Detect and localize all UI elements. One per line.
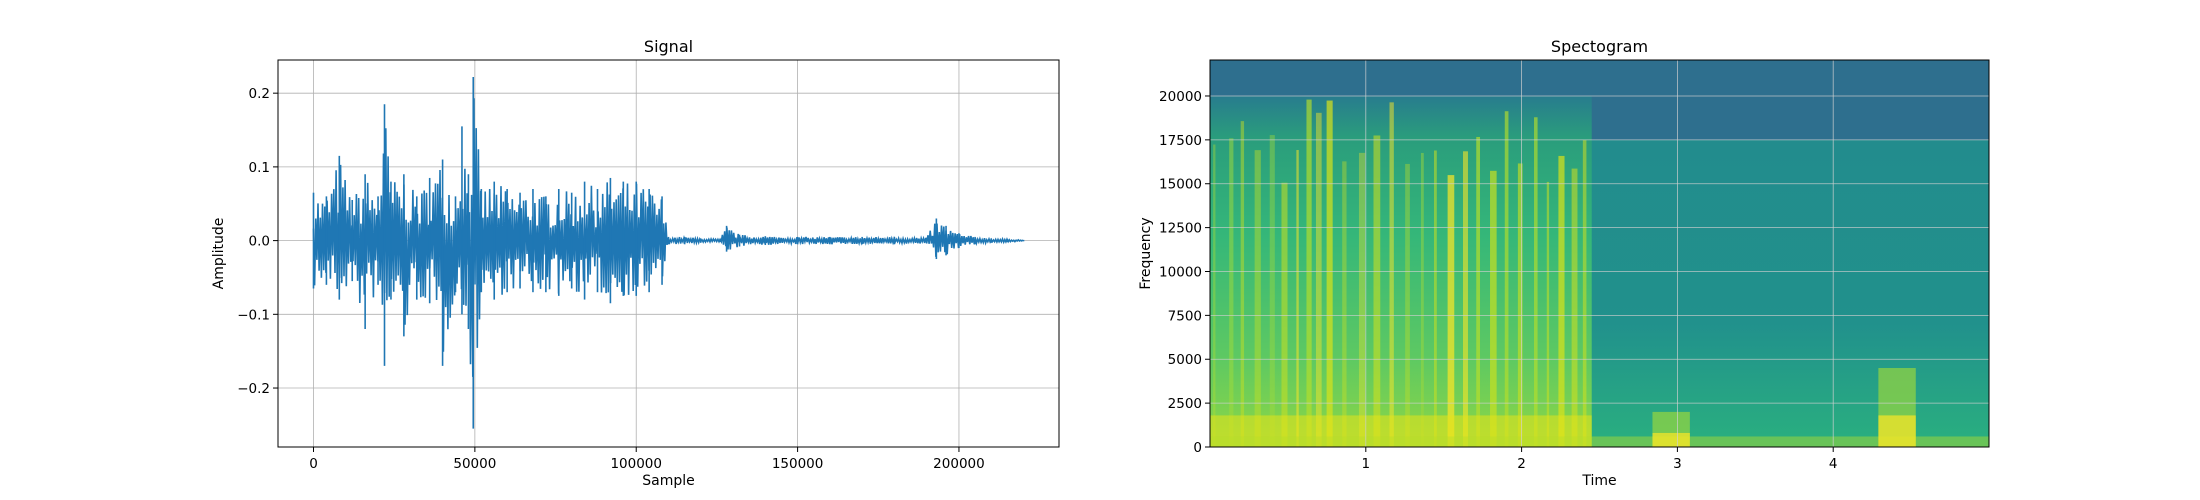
spectrogram-ytick-label: 7500 — [1168, 308, 1202, 324]
spectrogram-ylabel: Frequency — [1138, 217, 1154, 289]
spectrogram-ytick-label: 10000 — [1159, 264, 1202, 280]
spectrogram-event-core — [1878, 415, 1916, 447]
spectrogram-ticks: 1 2 3 4 0 2500 5000 7500 10000 12500 15000 17500 200… — [1159, 89, 1837, 472]
spectrogram-streak — [1306, 99, 1312, 447]
spectrogram-ytick-label: 5000 — [1168, 352, 1202, 368]
signal-ytick-label: 0.0 — [249, 234, 270, 250]
signal-plot-frame — [277, 59, 1060, 448]
spectrogram-ytick-label: 12500 — [1159, 221, 1202, 237]
signal-chart-title: Signal — [644, 37, 693, 56]
signal-ytick-label: −0.1 — [237, 307, 270, 323]
spectrogram-streak — [1490, 170, 1497, 447]
signal-xtick-label: 50000 — [453, 456, 496, 472]
signal-xtick-label: 200000 — [933, 456, 985, 472]
spectrogram-streak — [1269, 135, 1275, 447]
signal-ylabel: Amplitude — [211, 218, 227, 290]
spectrogram-streak — [1420, 152, 1424, 447]
spectrogram-heatmap — [1210, 60, 1989, 447]
spectrogram-streak — [1213, 144, 1216, 447]
signal-ytick-label: 0.2 — [249, 86, 270, 102]
signal-ticks: 0 50000 100000 150000 200000 −0.2 −0.1 0.0 0.1 0.… — [237, 86, 985, 472]
spectrogram-streak — [1476, 136, 1481, 447]
spectrogram-streak — [1254, 150, 1261, 447]
signal-xtick-label: 0 — [309, 456, 318, 472]
spectrogram-streak — [1389, 102, 1394, 447]
spectrogram-xtick-label: 1 — [1362, 456, 1371, 472]
spectrogram-streak — [1315, 112, 1322, 447]
spectrogram-streak — [1405, 163, 1410, 447]
spectrogram-streak — [1571, 168, 1578, 447]
signal-xtick-label: 100000 — [610, 456, 662, 472]
spectrogram-event-core — [1652, 432, 1690, 447]
signal-series — [312, 76, 1025, 429]
signal-grid — [278, 60, 1059, 447]
spectrogram-floor-band — [1210, 436, 1989, 447]
signal-chart: Signal 0 50000 100000 150000 200000−0.2−0.10… — [211, 37, 1060, 489]
spectrogram-ytick-label: 0 — [1193, 440, 1202, 456]
spectrogram-streak — [1240, 121, 1245, 447]
spectrogram-xlabel: Time — [1581, 473, 1616, 489]
signal-xtick-label: 150000 — [772, 456, 824, 472]
spectrogram-streak — [1229, 138, 1234, 447]
spectrogram-plot-frame — [1209, 59, 1990, 448]
signal-ytick-label: 0.1 — [249, 160, 270, 176]
spectrogram-streak — [1462, 151, 1468, 447]
spectrogram-streak — [1326, 100, 1333, 447]
spectrogram-streak — [1546, 181, 1550, 447]
signal-ytick-label: −0.2 — [237, 381, 270, 397]
spectrogram-chart-title: Spectogram — [1551, 37, 1648, 56]
spectrogram-streak — [1358, 152, 1366, 447]
spectrogram-streak — [1342, 161, 1347, 447]
spectrogram-streak — [1558, 155, 1565, 447]
spectrogram-ytick-label: 15000 — [1159, 177, 1202, 193]
spectrogram-streak — [1281, 182, 1288, 447]
spectrogram-ytick-label: 17500 — [1159, 133, 1202, 149]
signal-xlabel: Sample — [642, 473, 695, 489]
spectrogram-low-band — [1210, 415, 1592, 447]
spectrogram-streak — [1296, 150, 1299, 447]
spectrogram-xtick-label: 3 — [1673, 456, 1682, 472]
spectrogram-ytick-label: 20000 — [1159, 89, 1202, 105]
spectrogram-streak — [1373, 135, 1381, 447]
spectrogram-xtick-label: 4 — [1829, 456, 1838, 472]
spectrogram-xtick-label: 2 — [1517, 456, 1526, 472]
spectrogram-chart: Spectogram 1 2 3 4 0 2500 5000 7500 10000 12500 15… — [1138, 37, 1990, 489]
spectrogram-streak — [1504, 111, 1509, 447]
spectrogram-streak — [1534, 117, 1538, 447]
spectrogram-streak — [1447, 175, 1455, 447]
spectrogram-streak — [1582, 140, 1587, 447]
spectrogram-streak — [1517, 163, 1523, 447]
spectrogram-ytick-label: 2500 — [1168, 396, 1202, 412]
spectrogram-streak — [1433, 150, 1437, 447]
